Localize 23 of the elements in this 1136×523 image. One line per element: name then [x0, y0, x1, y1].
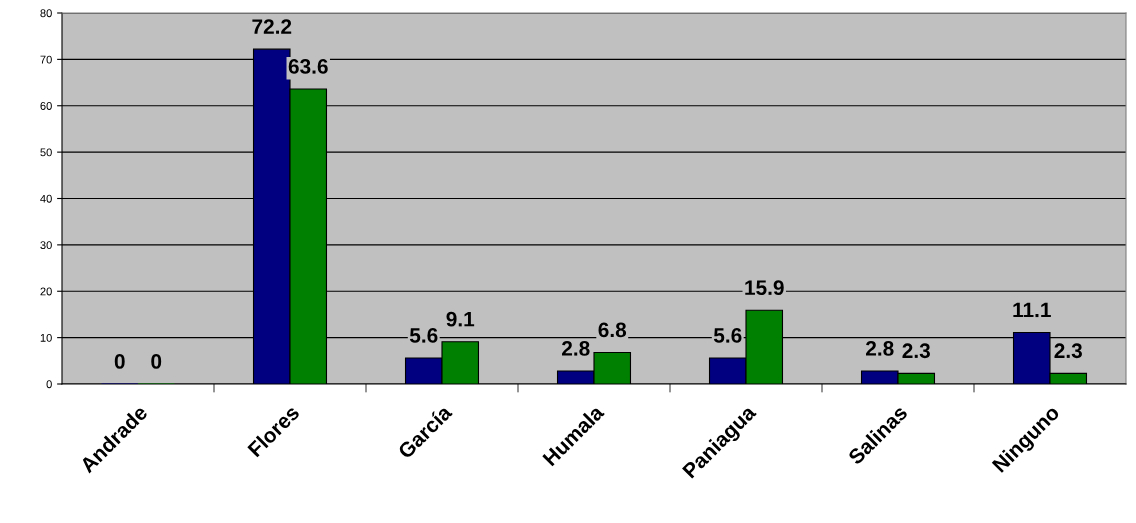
- data-label: 2.8: [866, 341, 894, 356]
- data-label: 2.3: [1054, 343, 1082, 359]
- data-label: 9.1: [446, 311, 475, 327]
- y-tick-label: 0: [46, 380, 52, 389]
- data-label: 0: [114, 354, 125, 369]
- data-label: 2.3: [902, 343, 930, 359]
- y-tick-label: 10: [40, 333, 52, 342]
- y-tick-label: 60: [40, 102, 52, 110]
- y-tick-label: 20: [40, 287, 52, 296]
- data-label: 2.8: [562, 341, 590, 356]
- y-tick-label: 40: [40, 194, 52, 203]
- data-label: 63.6: [288, 59, 328, 74]
- y-tick-label: 30: [40, 241, 52, 250]
- data-label: 11.1: [1013, 302, 1051, 318]
- y-tick-label: 50: [40, 148, 52, 157]
- data-label: 5.6: [409, 328, 438, 343]
- y-tick-label: 70: [40, 55, 52, 64]
- data-label: 6.8: [598, 322, 627, 338]
- data-label: 15.9: [745, 280, 784, 296]
- data-label: 0: [151, 354, 162, 369]
- data-label: 5.6: [713, 328, 742, 343]
- data-label: 72.2: [252, 19, 292, 34]
- y-tick-label: 80: [40, 9, 52, 18]
